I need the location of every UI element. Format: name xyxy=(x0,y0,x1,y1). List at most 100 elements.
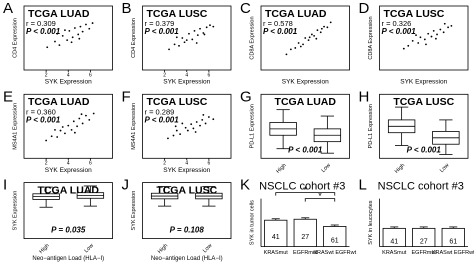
point xyxy=(192,127,195,130)
stat-p: P < 0.001 xyxy=(26,27,61,36)
x-tick-label: KRASmut xyxy=(264,250,289,256)
point xyxy=(184,126,187,129)
stat-p: P = 0.035 xyxy=(51,226,86,235)
panel-title: TCGA LUAD xyxy=(28,8,90,20)
x-axis-label: SYK Expression xyxy=(163,167,210,174)
stat-r: r = 0.360 xyxy=(26,107,56,116)
x-axis-label: SYK Expression xyxy=(282,79,329,86)
point xyxy=(61,34,64,37)
x-axis-label: Neo−antigen Load (HLA−I) xyxy=(32,256,104,262)
x-axis-label: SYK Expression xyxy=(163,79,210,86)
panel-title: TCGA LUSC xyxy=(393,96,454,108)
plot-frame xyxy=(142,182,232,240)
point xyxy=(302,43,304,46)
point xyxy=(173,43,176,46)
point xyxy=(79,25,82,28)
point xyxy=(174,125,177,128)
point xyxy=(183,41,186,44)
stat-p: P < 0.001 xyxy=(382,27,417,36)
point xyxy=(81,30,84,33)
point xyxy=(310,33,313,36)
x-tick-label: 4 xyxy=(67,161,70,167)
point xyxy=(45,139,48,142)
x-tick-label: Low xyxy=(84,243,95,254)
point xyxy=(297,42,300,44)
x-tick-label: High xyxy=(38,243,50,255)
y-axis-label: SYK in tumor cells xyxy=(249,200,255,245)
point xyxy=(58,44,61,47)
x-tick-label: EGFRmut xyxy=(293,250,318,256)
point xyxy=(294,47,297,49)
point xyxy=(185,39,188,42)
point xyxy=(70,128,73,131)
point xyxy=(168,48,170,51)
point xyxy=(80,113,83,116)
point xyxy=(450,25,453,27)
point xyxy=(423,38,426,41)
n-label: 61 xyxy=(449,238,457,245)
point xyxy=(201,119,204,121)
point xyxy=(199,124,201,127)
x-tick-label: High xyxy=(275,163,287,175)
panel-label: G xyxy=(240,88,252,105)
panel-title: TCGA LUSC xyxy=(147,96,208,108)
x-tick-label: 2 xyxy=(45,161,48,167)
point xyxy=(46,46,49,49)
stat-p: P < 0.001 xyxy=(288,145,323,154)
point xyxy=(76,125,78,128)
x-tick-label: 2 xyxy=(163,161,166,167)
point xyxy=(175,36,178,39)
point xyxy=(181,122,184,125)
point xyxy=(308,36,311,39)
significance-label: * xyxy=(318,191,322,201)
x-axis-label: SYK Expression xyxy=(45,167,92,174)
stat-r: r = 0.289 xyxy=(145,107,175,116)
point xyxy=(73,131,76,134)
panel-label: L xyxy=(359,177,367,194)
point xyxy=(329,21,332,24)
panel-title: TCGA LUSC xyxy=(147,8,208,20)
panel-title: TCGA LUAD xyxy=(265,8,327,20)
point xyxy=(175,129,178,132)
panel-label: H xyxy=(359,88,370,105)
panel-label: C xyxy=(240,0,251,17)
point xyxy=(205,26,208,29)
x-tick-label: KRASwt EGFRwt xyxy=(432,250,474,256)
point xyxy=(436,33,438,36)
point xyxy=(167,137,169,140)
point xyxy=(78,37,81,40)
stat-p: P < 0.001 xyxy=(145,115,180,124)
point xyxy=(427,32,430,35)
point xyxy=(320,27,323,30)
panel-label: I xyxy=(3,177,7,194)
y-axis-label: SYK Expression xyxy=(131,191,137,231)
stat-p: P = 0.108 xyxy=(170,226,205,235)
panel-title: NSCLC cohort #3 xyxy=(378,181,464,193)
stat-p: P < 0.001 xyxy=(26,115,61,124)
stat-p: P < 0.001 xyxy=(263,27,298,36)
x-tick-label: KRASmut xyxy=(382,250,407,256)
point xyxy=(417,42,420,44)
point xyxy=(435,37,437,40)
point xyxy=(199,27,201,30)
point xyxy=(77,33,80,36)
point xyxy=(78,117,81,120)
point xyxy=(299,45,302,48)
point xyxy=(66,39,69,42)
point xyxy=(212,25,215,28)
significance-label: * xyxy=(303,185,307,195)
stat-p: P < 0.001 xyxy=(407,145,442,154)
point xyxy=(194,131,197,133)
x-tick-label: 4 xyxy=(67,72,70,78)
x-tick-label: 2 xyxy=(163,72,166,78)
x-tick-label: KRASwt EGFRwt xyxy=(313,250,356,256)
point xyxy=(88,119,91,121)
point xyxy=(212,118,215,121)
point xyxy=(186,129,189,132)
stat-r: r = 0.309 xyxy=(26,19,56,28)
point xyxy=(204,122,207,125)
point xyxy=(203,33,206,36)
point xyxy=(50,135,53,138)
panel-label: E xyxy=(3,88,13,105)
panel-title: NSCLC cohort #3 xyxy=(259,181,345,193)
